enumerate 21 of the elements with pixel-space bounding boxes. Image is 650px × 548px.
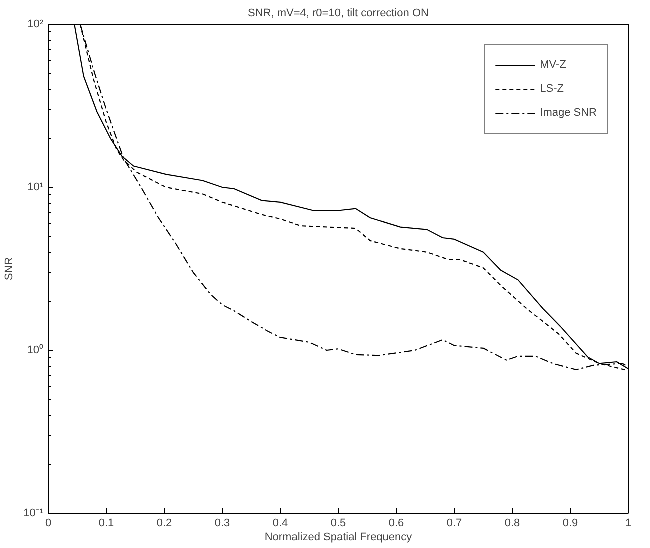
x-tick-label: 0.2 xyxy=(156,518,172,530)
x-tick-label: 0.7 xyxy=(446,518,462,530)
x-tick-label: 0.5 xyxy=(330,518,346,530)
chart-title: SNR, mV=4, r0=10, tilt correction ON xyxy=(248,8,430,20)
legend-label: LS-Z xyxy=(540,83,564,95)
y-tick-label: 10¹ xyxy=(28,182,44,194)
y-tick-label: 10² xyxy=(28,18,44,30)
x-tick-label: 0.8 xyxy=(504,518,520,530)
y-axis-title: SNR xyxy=(4,257,16,281)
x-tick-label: 0.1 xyxy=(98,518,114,530)
x-tick-label: 0 xyxy=(45,518,52,530)
x-tick-label: 0.9 xyxy=(562,518,578,530)
y-tick-label: 10⁻¹ xyxy=(24,508,44,520)
x-tick-label: 0.6 xyxy=(388,518,404,530)
y-tick-label: 10⁰ xyxy=(27,344,44,356)
x-tick-label: 0.3 xyxy=(214,518,230,530)
x-tick-label: 0.4 xyxy=(272,518,288,530)
x-axis-title: Normalized Spatial Frequency xyxy=(264,532,413,544)
legend-label: MV-Z xyxy=(540,59,566,71)
x-tick-label: 1 xyxy=(625,518,632,530)
legend-label: Image SNR xyxy=(540,107,597,119)
